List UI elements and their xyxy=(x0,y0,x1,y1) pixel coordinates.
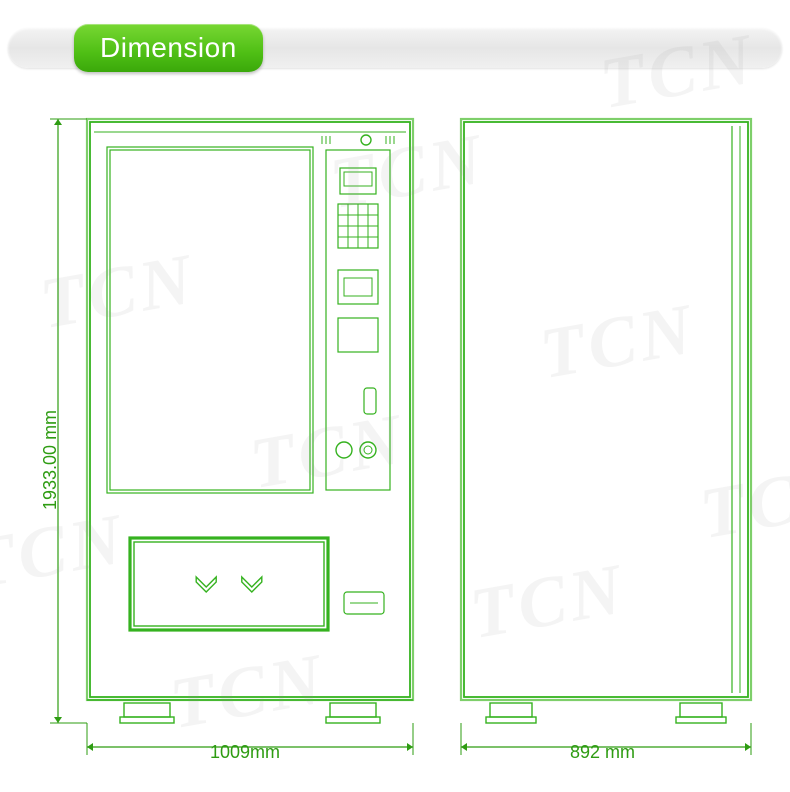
dim-height-label: 1933.00 mm xyxy=(40,410,61,510)
header-pill: Dimension xyxy=(74,24,263,72)
dimension-drawing xyxy=(0,90,790,770)
dim-width-label: 1009mm xyxy=(210,742,280,763)
dim-depth-label: 892 mm xyxy=(570,742,635,763)
diagram-stage: 1933.00 mm 1009mm 892 mm TCN TCN TCN TCN… xyxy=(0,90,790,770)
header-title: Dimension xyxy=(100,32,237,63)
